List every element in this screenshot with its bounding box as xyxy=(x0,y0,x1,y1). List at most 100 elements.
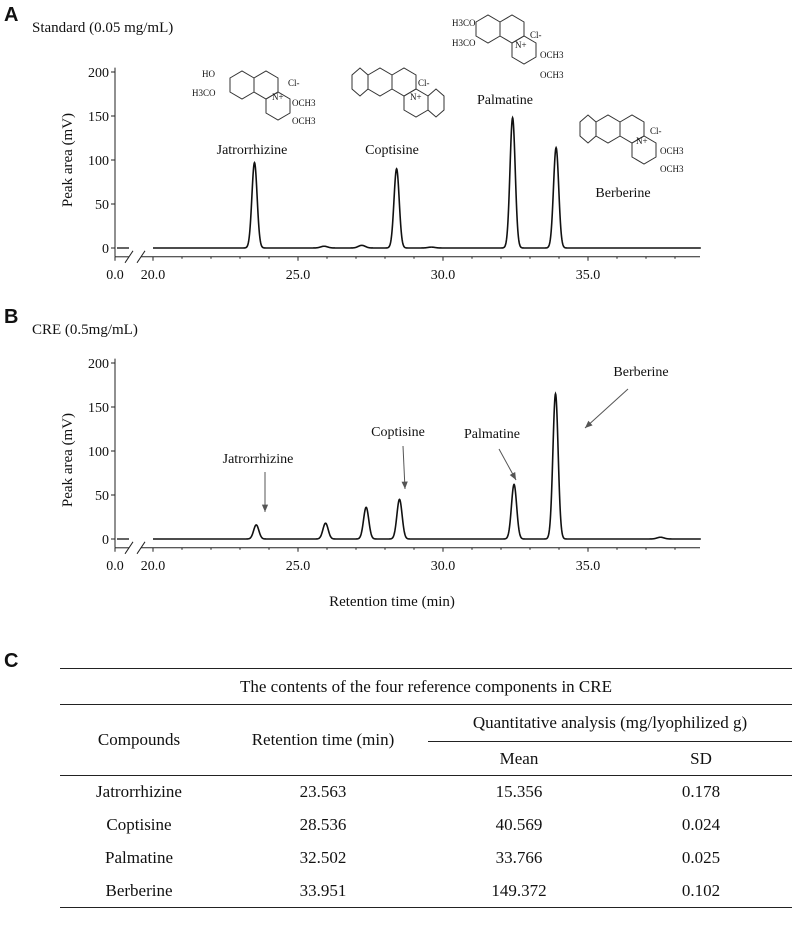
peak-label-palmatine: Palmatine xyxy=(464,427,520,442)
arrow-head-palmatine xyxy=(509,472,516,480)
svg-text:H3CO: H3CO xyxy=(452,38,476,48)
svg-text:Cl-: Cl- xyxy=(418,78,430,88)
header-mean: Mean xyxy=(499,748,539,768)
svg-text:H3CO: H3CO xyxy=(192,88,216,98)
peak-label-coptisine: Coptisine xyxy=(365,143,419,158)
axis-break-mark xyxy=(124,250,134,264)
x-tick-label: 30.0 xyxy=(431,268,456,283)
panel-b-title: CRE (0.5mg/mL) xyxy=(32,322,138,338)
x-tick-label: 20.0 xyxy=(141,268,166,283)
svg-text:OCH3: OCH3 xyxy=(292,116,316,126)
trace-a xyxy=(117,115,701,249)
y-tick-label: 200 xyxy=(88,66,109,81)
arrow-head-coptisine xyxy=(401,481,408,489)
structure-coptisine: N+ Cl- xyxy=(351,67,445,118)
svg-text:Cl-: Cl- xyxy=(650,126,662,136)
cell-compound: Berberine xyxy=(105,880,173,900)
cell-retention: 23.563 xyxy=(299,782,347,802)
panel-c-letter: C xyxy=(4,650,19,672)
chart-a: Peak area (mV) HO H3CO OCH3 OCH3 N+ Cl- … xyxy=(60,14,701,283)
x-tick-label: 25.0 xyxy=(286,268,311,283)
chromatogram-trace xyxy=(153,115,701,249)
y-tick-label: 200 xyxy=(88,357,109,372)
trace-b xyxy=(117,391,701,540)
y-axis-title-a: Peak area (mV) xyxy=(60,113,76,207)
structure-palmatine: H3CO H3CO OCH3 OCH3 N+ Cl- xyxy=(452,14,564,80)
header-sd: SD xyxy=(690,748,712,768)
peak-label-berberine: Berberine xyxy=(613,365,668,380)
x-tick-label: 0.0 xyxy=(106,559,124,574)
cell-compound: Coptisine xyxy=(106,815,172,834)
svg-text:N+: N+ xyxy=(272,92,284,102)
axes-b: 0 50 100 150 200 0.0 20.0 25.0 30.0 35.0 xyxy=(88,357,700,574)
arrow-berberine xyxy=(584,388,629,429)
y-tick-label: 0 xyxy=(102,242,109,257)
y-tick-label: 50 xyxy=(95,489,109,504)
table-row: Coptisine 28.536 40.569 0.024 xyxy=(60,809,792,842)
panel-b-letter: B xyxy=(4,306,19,328)
axis-break-mark xyxy=(136,541,146,555)
y-tick-label: 100 xyxy=(88,445,109,460)
svg-text:OCH3: OCH3 xyxy=(292,98,316,108)
cell-retention: 28.536 xyxy=(299,815,347,834)
y-tick-label: 50 xyxy=(95,198,109,213)
cell-retention: 33.951 xyxy=(299,880,347,900)
svg-text:N+: N+ xyxy=(636,136,648,146)
x-tick-label: 30.0 xyxy=(431,559,456,574)
cell-retention: 32.502 xyxy=(299,848,347,867)
cell-sd: 0.025 xyxy=(681,848,721,867)
x-tick-label: 35.0 xyxy=(576,268,601,283)
cell-compound: Jatrorrhizine xyxy=(96,782,182,802)
axis-break-mark xyxy=(136,250,146,264)
cell-mean: 33.766 xyxy=(495,848,543,867)
svg-text:Cl-: Cl- xyxy=(530,30,542,40)
svg-text:OCH3: OCH3 xyxy=(540,70,564,80)
cell-mean: 149.372 xyxy=(491,880,547,900)
header-compounds: Compounds xyxy=(97,730,181,749)
cell-mean: 40.569 xyxy=(495,815,543,834)
x-axis-title-b: Retention time (min) xyxy=(329,594,455,610)
y-tick-label: 150 xyxy=(88,401,109,416)
panel-a-title: Standard (0.05 mg/mL) xyxy=(32,20,174,36)
table-row: Jatrorrhizine 23.563 15.356 0.178 xyxy=(60,775,792,809)
cell-mean: 15.356 xyxy=(495,782,543,802)
peak-label-coptisine: Coptisine xyxy=(371,425,425,440)
axes-a: 0 50 100 150 200 0.0 20.0 25.0 30.0 35.0 xyxy=(88,66,700,283)
arrow-head-berberine xyxy=(585,420,593,428)
table-row: Palmatine 32.502 33.766 0.025 xyxy=(60,842,792,875)
axis-break-mark xyxy=(124,541,134,555)
peak-label-berberine: Berberine xyxy=(595,186,650,201)
svg-text:N+: N+ xyxy=(515,40,527,50)
peak-label-palmatine: Palmatine xyxy=(477,93,533,108)
cell-sd: 0.024 xyxy=(681,815,721,834)
x-tick-label: 25.0 xyxy=(286,559,311,574)
svg-text:Cl-: Cl- xyxy=(288,78,300,88)
data-table: The contents of the four reference compo… xyxy=(60,668,792,908)
y-axis-title-b: Peak area (mV) xyxy=(60,413,76,507)
peak-label-jatrorrhizine: Jatrorrhizine xyxy=(223,452,294,467)
cell-sd: 0.102 xyxy=(681,880,721,900)
chromatogram-trace xyxy=(153,391,701,540)
x-tick-label: 0.0 xyxy=(106,268,124,283)
header-retention: Retention time (min) xyxy=(251,730,395,749)
arrow-head-jatrorrhizine xyxy=(261,504,269,512)
y-tick-label: 100 xyxy=(88,154,109,169)
cell-compound: Palmatine xyxy=(105,848,173,867)
svg-text:N+: N+ xyxy=(410,92,422,102)
svg-text:H3CO: H3CO xyxy=(452,18,476,28)
structure-berberine: OCH3 OCH3 N+ Cl- xyxy=(579,114,684,174)
peak-label-jatrorrhizine: Jatrorrhizine xyxy=(217,143,288,158)
cell-sd: 0.178 xyxy=(681,782,721,802)
svg-text:OCH3: OCH3 xyxy=(540,50,564,60)
structure-jatrorrhizine: HO H3CO OCH3 OCH3 N+ Cl- xyxy=(192,69,316,126)
chart-b: Peak area (mV) Retention time (min) 0 50 1… xyxy=(60,357,701,610)
peak-labels-b: Jatrorrhizine Coptisine Palmatine Berberine xyxy=(223,365,669,512)
peak-labels-a: Jatrorrhizine Coptisine Palmatine Berberine xyxy=(217,93,651,201)
y-tick-label: 0 xyxy=(102,533,109,548)
table-caption: The contents of the four reference compo… xyxy=(240,676,612,696)
header-quant: Quantitative analysis (mg/lyophilized g) xyxy=(428,704,792,742)
svg-text:HO: HO xyxy=(202,69,215,79)
x-tick-label: 35.0 xyxy=(576,559,601,574)
table-row: Berberine 33.951 149.372 0.102 xyxy=(60,875,792,908)
svg-text:OCH3: OCH3 xyxy=(660,164,684,174)
